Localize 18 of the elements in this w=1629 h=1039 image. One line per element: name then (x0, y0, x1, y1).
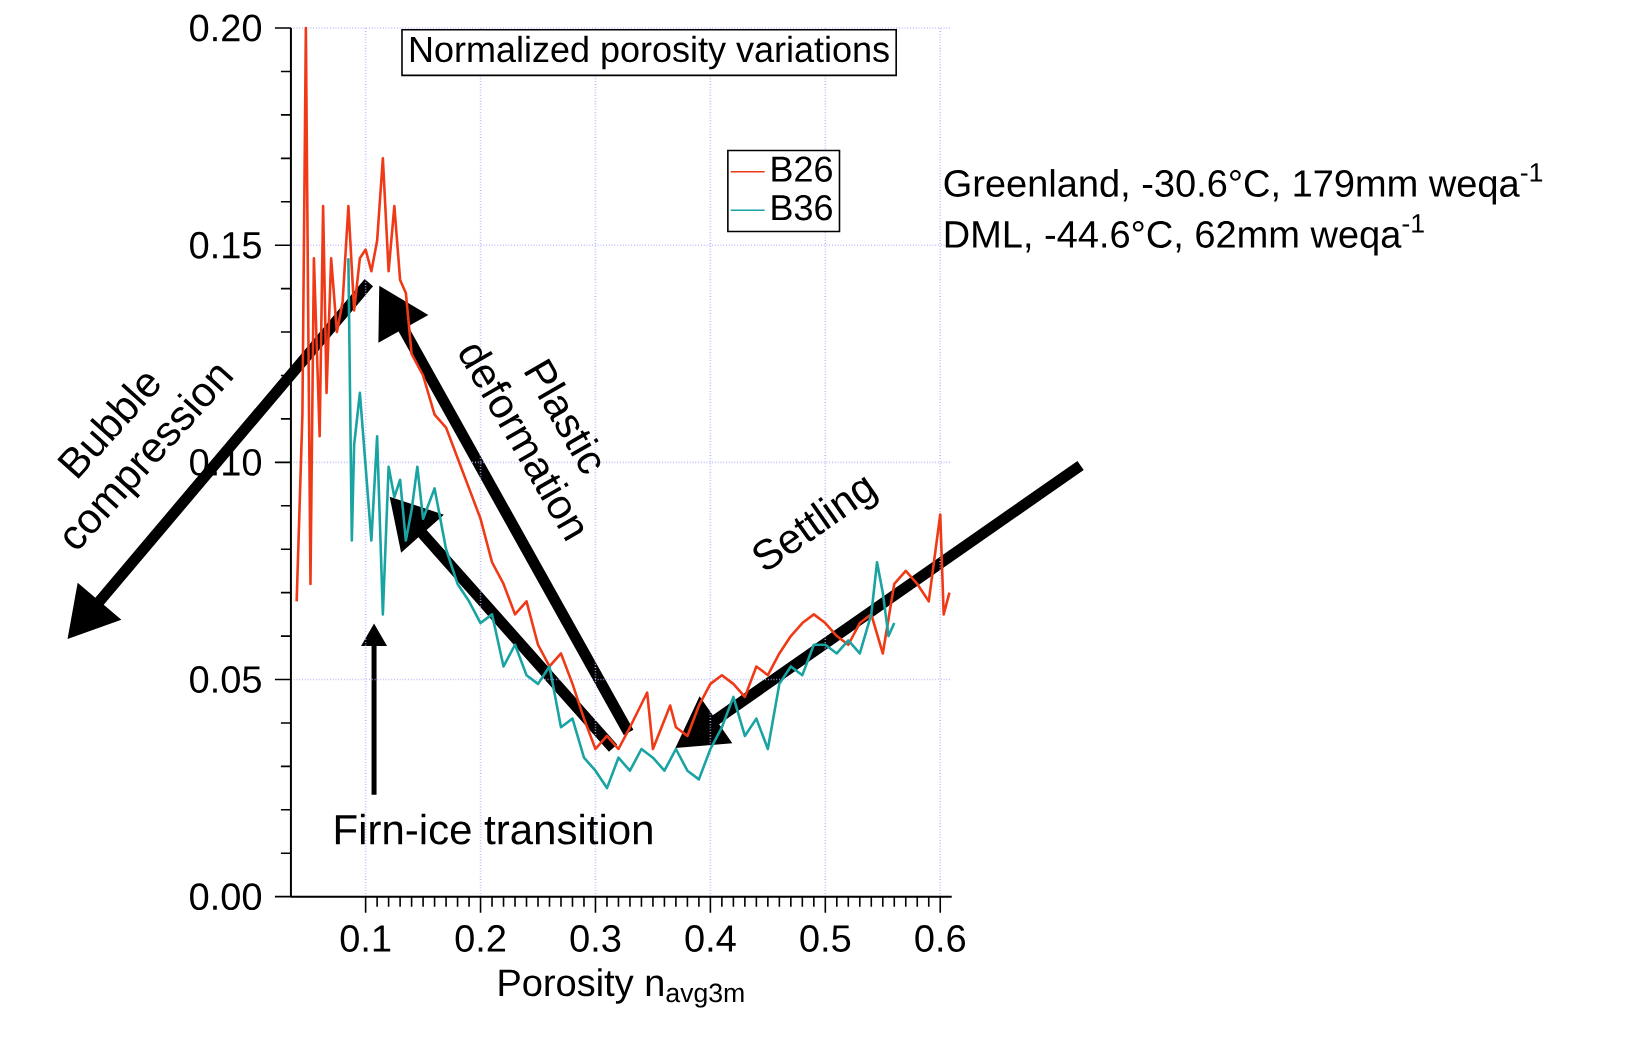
y-tick-label: 0.00 (190, 883, 262, 911)
x-tick-label: 0.3 (570, 925, 621, 952)
x-tick-label: 0.2 (455, 925, 506, 952)
y-tick-label: 0.15 (190, 231, 261, 259)
x-tick-label: 0.4 (685, 925, 736, 952)
x-axis-title: Porosity n$_{avg3m}$ (499, 968, 744, 1008)
y-tick-label: 0.20 (190, 14, 262, 42)
legend-label: B26 (772, 156, 832, 182)
line-series (347, 256, 896, 790)
y-tick-label: 0.05 (190, 666, 261, 693)
x-tick-label: 0.6 (915, 925, 965, 952)
annotation: Firn-ice transition (335, 813, 652, 845)
chart-title: Normalized porosity variations (410, 35, 889, 70)
annotation: DML, -44.6°C, 62mm weqa$^{-1}$ (945, 214, 1424, 256)
annotation: Greenland, -30.6°C, 179mm weqa$^{-1}$ (944, 163, 1543, 205)
x-tick-label: 0.1 (340, 925, 391, 952)
x-tick-label: 0.5 (800, 925, 851, 952)
legend-label: B36 (772, 194, 832, 221)
